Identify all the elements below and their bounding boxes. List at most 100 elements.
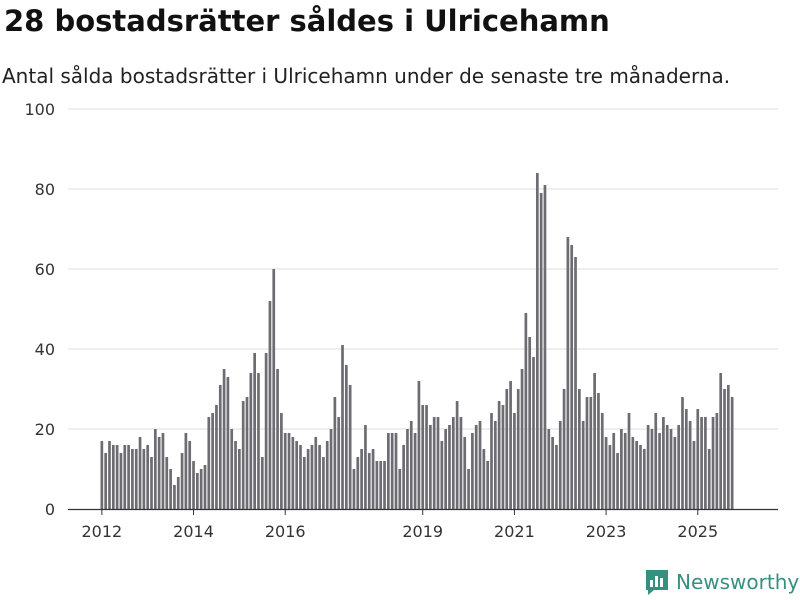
bar	[306, 449, 310, 509]
bar	[555, 445, 558, 509]
bar	[684, 409, 688, 509]
bar	[451, 417, 455, 509]
bar	[478, 421, 482, 509]
bar	[471, 433, 474, 509]
bar	[627, 413, 631, 509]
bar	[299, 445, 302, 509]
bar	[665, 425, 669, 509]
bar	[364, 425, 367, 509]
bar	[516, 389, 520, 509]
bar	[207, 417, 211, 509]
bar	[280, 413, 283, 509]
bar	[398, 469, 402, 509]
bar	[520, 369, 524, 509]
bar	[218, 385, 222, 509]
bar	[184, 433, 188, 509]
bar	[234, 441, 237, 509]
y-tick-label: 0	[45, 500, 55, 519]
bar	[192, 461, 195, 509]
bar	[131, 449, 134, 509]
bar	[715, 413, 719, 509]
bar	[593, 373, 596, 509]
bar	[692, 441, 696, 509]
bar	[264, 353, 268, 509]
y-axis: 0 20 40 60 80 100	[24, 100, 55, 519]
bar	[589, 397, 593, 509]
chart-subtitle: Antal sålda bostadsrätter i Ulricehamn u…	[2, 64, 731, 88]
bar	[379, 461, 383, 509]
bar	[333, 397, 337, 509]
bar	[348, 385, 352, 509]
bar	[123, 445, 127, 509]
bar	[562, 389, 566, 509]
bar	[360, 449, 363, 509]
bar	[230, 429, 234, 509]
bar	[547, 429, 551, 509]
bar	[455, 401, 459, 509]
bar	[535, 173, 539, 509]
bar	[272, 269, 276, 509]
x-tick-label: 2016	[265, 522, 306, 541]
bar	[134, 449, 138, 509]
bar	[501, 405, 505, 509]
bar	[448, 425, 451, 509]
bar	[173, 485, 176, 509]
bar	[493, 421, 497, 509]
bar	[566, 237, 570, 509]
y-tick-label: 100	[24, 100, 55, 119]
bar	[551, 437, 554, 509]
bar-chart: 2012 2014 2016 2019 2021 2023 2025 0 20 40 60 80 10…	[24, 0, 778, 541]
bar	[486, 461, 490, 509]
bar	[639, 445, 642, 509]
brand-name: Newsworthy	[676, 570, 800, 594]
bar	[341, 345, 344, 509]
bar	[257, 373, 260, 509]
bar	[337, 417, 341, 509]
bar	[371, 449, 375, 509]
bar	[532, 357, 535, 509]
bar	[616, 453, 619, 509]
bar	[196, 473, 199, 509]
bar	[608, 445, 612, 509]
bar	[249, 373, 253, 509]
bar	[490, 413, 493, 509]
bar	[295, 441, 299, 509]
bar	[104, 453, 108, 509]
bars	[100, 173, 734, 509]
bar	[108, 441, 111, 509]
bar	[409, 421, 413, 509]
bar	[111, 445, 115, 509]
x-tick-label: 2021	[494, 522, 535, 541]
bar	[662, 417, 665, 509]
x-tick-label: 2025	[677, 522, 718, 541]
bar	[696, 409, 700, 509]
bar	[260, 457, 264, 509]
bar	[119, 453, 123, 509]
bar	[146, 445, 150, 509]
newsworthy-brand: Newsworthy	[644, 568, 799, 596]
bar	[612, 433, 616, 509]
bar	[642, 449, 646, 509]
bar	[314, 437, 318, 509]
bar	[425, 405, 428, 509]
bar	[421, 405, 425, 509]
bar	[176, 477, 180, 509]
bar	[646, 425, 650, 509]
bar	[631, 437, 635, 509]
bar	[356, 457, 360, 509]
bar	[600, 413, 604, 509]
bar	[654, 413, 658, 509]
bar	[142, 449, 146, 509]
bar	[127, 445, 130, 509]
bar	[283, 433, 287, 509]
bar	[723, 389, 726, 509]
bar	[558, 421, 562, 509]
last-value-label: 28	[730, 0, 749, 4]
bar	[394, 433, 398, 509]
bar	[726, 385, 730, 509]
bar	[417, 381, 421, 509]
bar	[497, 401, 501, 509]
bar	[585, 397, 589, 509]
bar	[700, 417, 703, 509]
bar	[157, 437, 161, 509]
